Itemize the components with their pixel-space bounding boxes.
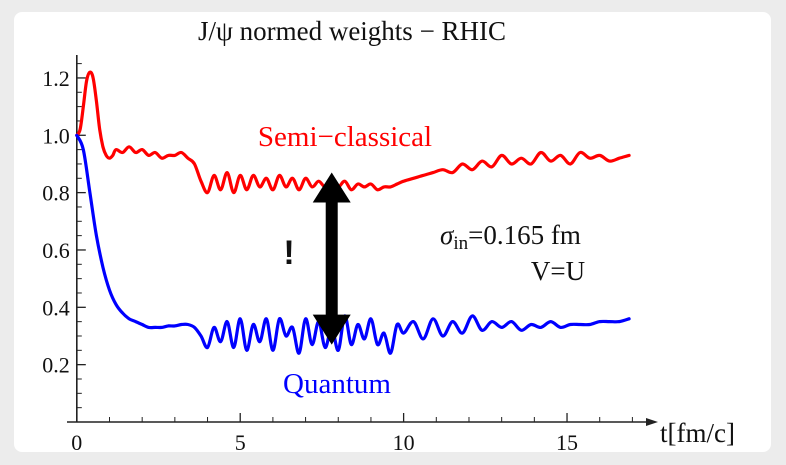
y-tick-label: 0.4 [42,295,70,320]
double-arrow-icon [312,172,351,345]
sigma-symbol: σ [440,220,455,250]
ticks [76,63,633,422]
y-tick-label: 0.2 [42,353,70,378]
series-layer [75,70,631,355]
x-tick-label: 10 [393,430,415,455]
plot-background [14,12,771,452]
chart-title: J/ψ normed weights − RHIC [198,16,506,46]
series-label-quantum: Quantum [283,368,391,400]
sigma-subscript: in [453,233,468,254]
v-eq-u-annotation: V=U [531,256,585,286]
x-axis-label: t[fm/c] [660,418,735,448]
sigma-value: =0.165 fm [468,220,581,250]
sigma-annotation: σin=0.165 fm [440,220,581,254]
x-tick-label: 5 [235,430,246,455]
y-tick-label: 1.2 [42,66,70,91]
x-axis-arrow [646,418,658,426]
y-tick-label: 1.0 [42,123,70,148]
series-line-quantum [75,133,631,355]
x-tick-label: 0 [71,430,82,455]
y-tick-label: 0.8 [42,181,70,206]
y-tick-label: 0.6 [42,238,70,263]
series-label-semi-classical: Semi−classical [258,121,432,153]
series-line-semi-classical [75,70,631,195]
exclamation-mark: ! [283,234,294,272]
axes [67,55,658,426]
tick-labels: 0 5 10 15 0.2 0.4 0.6 0.8 1.0 1.2 [42,66,578,455]
x-tick-label: 15 [556,430,578,455]
